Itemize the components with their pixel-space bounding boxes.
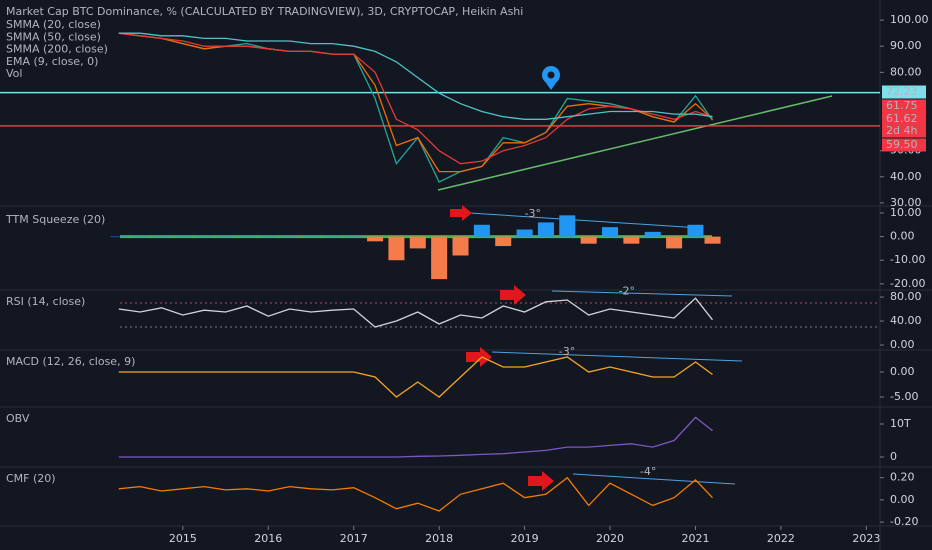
y-tick-label: 90.00 — [890, 39, 922, 52]
bar — [281, 236, 298, 238]
y-tick-label: 100.00 — [890, 13, 929, 26]
map-pin — [542, 66, 560, 90]
bar — [516, 229, 533, 237]
y-tick-label: 40.00 — [890, 314, 922, 327]
y-tick-label: 10T — [890, 417, 911, 430]
price-tag-label: 2d 4h — [886, 124, 917, 137]
panel-title: CMF (20) — [6, 472, 56, 485]
bar — [217, 236, 234, 238]
bar — [132, 236, 149, 238]
bar — [409, 236, 426, 249]
price-tag — [882, 85, 926, 99]
legend-entry: Vol — [6, 67, 22, 80]
panel-title: MACD (12, 26, close, 9) — [6, 355, 135, 368]
y-tick-label: 10.00 — [890, 206, 922, 219]
x-tick-label: 2015 — [169, 532, 197, 545]
legend-entry: SMMA (50, close) — [6, 30, 101, 43]
panel-title: TTM Squeeze (20) — [5, 213, 105, 226]
bar — [644, 231, 661, 237]
price-tag — [882, 124, 926, 138]
series-line — [118, 32, 713, 165]
bar — [452, 236, 469, 256]
bar — [666, 236, 683, 249]
bar — [367, 236, 384, 242]
y-tick-label: 0 — [890, 450, 897, 463]
series-line — [118, 32, 713, 120]
bar — [495, 236, 512, 247]
bar — [345, 236, 362, 238]
price-tag-label: 72.23 — [886, 85, 918, 98]
annotation: -3° — [525, 207, 541, 220]
legend-entry: EMA (9, close, 0) — [6, 55, 98, 68]
series-line — [118, 297, 714, 328]
legend-entry: SMMA (20, close) — [6, 18, 101, 31]
series-line — [118, 356, 713, 398]
bar — [559, 215, 576, 237]
bar — [602, 227, 619, 237]
bar — [110, 236, 127, 238]
price-tag — [882, 138, 926, 152]
y-tick-label: -20.00 — [890, 277, 925, 290]
panel-title: OBV — [6, 412, 30, 425]
bar — [153, 236, 170, 238]
bar — [260, 236, 277, 238]
y-tick-label: 0.00 — [890, 493, 915, 506]
y-tick-label: 0.20 — [890, 471, 915, 484]
x-tick-label: 2019 — [511, 532, 539, 545]
series-line — [118, 476, 713, 512]
series-line — [118, 416, 713, 458]
bar — [196, 236, 213, 238]
bar — [238, 236, 255, 238]
bar — [623, 236, 640, 244]
x-tick-label: 2018 — [425, 532, 453, 545]
bar — [580, 236, 597, 244]
annotation: -4° — [640, 465, 656, 478]
trendline — [437, 95, 833, 191]
y-tick-label: 80.00 — [890, 290, 922, 303]
y-tick-label: 80.00 — [890, 65, 922, 78]
arrows — [450, 205, 554, 491]
price-tag — [882, 112, 926, 126]
bar — [704, 236, 721, 244]
price-tag-label: 61.62 — [886, 112, 918, 125]
y-tick-label: -0.20 — [890, 515, 918, 528]
annotation: -3° — [559, 345, 575, 358]
bar — [537, 222, 554, 237]
x-tick-label: 2020 — [596, 532, 624, 545]
bar — [324, 236, 341, 238]
price-tag-label: 61.75 — [886, 99, 918, 112]
x-tick-label: 2017 — [340, 532, 368, 545]
legend-entry: SMMA (200, close) — [6, 43, 108, 56]
bar — [687, 224, 704, 237]
bar — [174, 236, 191, 238]
bar — [431, 236, 448, 280]
y-tick-label: 30.00 — [890, 196, 922, 209]
x-tick-label: 2016 — [254, 532, 282, 545]
y-tick-label: -10.00 — [890, 253, 925, 266]
annotation: -2° — [619, 285, 635, 298]
price-tag — [882, 99, 926, 113]
y-tick-label: 0.00 — [890, 365, 915, 378]
divergence-lines — [469, 212, 743, 485]
bar — [302, 236, 319, 238]
bar — [388, 236, 405, 261]
panel-title: Market Cap BTC Dominance, % (CALCULATED … — [6, 5, 523, 18]
y-tick-label: 40.00 — [890, 170, 922, 183]
x-tick-label: 2023 — [852, 532, 880, 545]
y-tick-label: -5.00 — [890, 390, 918, 403]
x-tick-label: 2021 — [681, 532, 709, 545]
x-tick-label: 2022 — [767, 532, 795, 545]
bar — [473, 224, 490, 237]
y-tick-label: 0.00 — [890, 338, 915, 351]
y-tick-label: 0.00 — [890, 230, 915, 243]
panel-title: RSI (14, close) — [6, 295, 85, 308]
price-tag-label: 59.50 — [886, 138, 918, 151]
